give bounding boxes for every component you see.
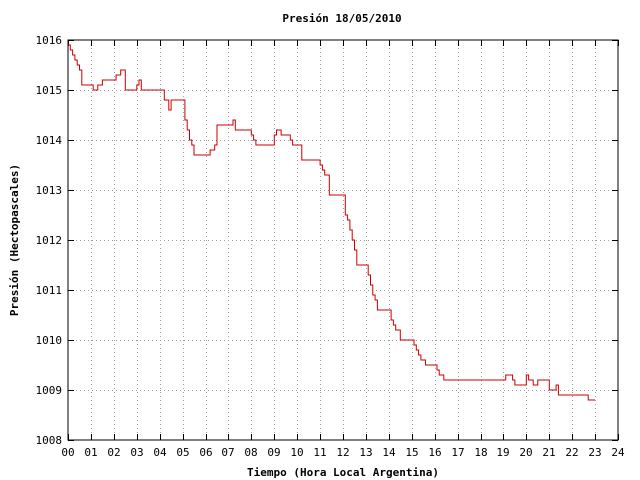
x-tick-label: 11 [313, 446, 326, 459]
y-tick-label: 1009 [36, 384, 63, 397]
x-tick-label: 05 [176, 446, 189, 459]
y-tick-label: 1015 [36, 84, 63, 97]
x-tick-label: 13 [359, 446, 372, 459]
x-tick-label: 09 [267, 446, 280, 459]
x-tick-label: 07 [221, 446, 234, 459]
series-layer [68, 44, 596, 401]
x-tick-label: 21 [542, 446, 555, 459]
y-tick-label: 1011 [36, 284, 63, 297]
x-tick-label: 03 [130, 446, 143, 459]
x-tick-label: 12 [336, 446, 349, 459]
y-tick-label: 1013 [36, 184, 63, 197]
x-tick-label: 06 [199, 446, 212, 459]
x-tick-label: 16 [428, 446, 441, 459]
y-tick-label: 1008 [36, 434, 63, 447]
x-tick-label: 10 [290, 446, 303, 459]
x-tick-label: 17 [451, 446, 464, 459]
x-tick-label: 15 [405, 446, 418, 459]
y-tick-label: 1014 [36, 134, 63, 147]
x-tick-label: 14 [382, 446, 396, 459]
y-tick-label: 1010 [36, 334, 63, 347]
x-tick-label: 18 [474, 446, 487, 459]
x-tick-label: 08 [244, 446, 257, 459]
x-tick-label: 19 [496, 446, 509, 459]
y-tick-label: 1016 [36, 34, 63, 47]
y-tick-label: 1012 [36, 234, 63, 247]
x-tick-label: 20 [519, 446, 532, 459]
y-axis-ticks: 1008 1009 1010 1011 1012 1013 1014 1015 1016 [36, 34, 618, 447]
x-tick-label: 02 [107, 446, 120, 459]
x-tick-label: 23 [588, 446, 601, 459]
x-axis-label: Tiempo (Hora Local Argentina) [247, 466, 439, 479]
chart-title: Presión 18/05/2010 [282, 12, 401, 25]
x-tick-label: 01 [84, 446, 97, 459]
y-axis-label: Presión (Hectopascales) [8, 164, 21, 316]
x-tick-label: 04 [153, 446, 167, 459]
grid-lines [68, 40, 618, 440]
pressure-series-line [68, 44, 596, 401]
x-tick-label: 00 [61, 446, 74, 459]
x-tick-label: 24 [611, 446, 625, 459]
x-axis-ticks: 00 01 02 03 04 05 06 07 08 09 10 11 12 13 14 15 16 17 18 19… [61, 40, 625, 459]
x-tick-label: 22 [565, 446, 578, 459]
